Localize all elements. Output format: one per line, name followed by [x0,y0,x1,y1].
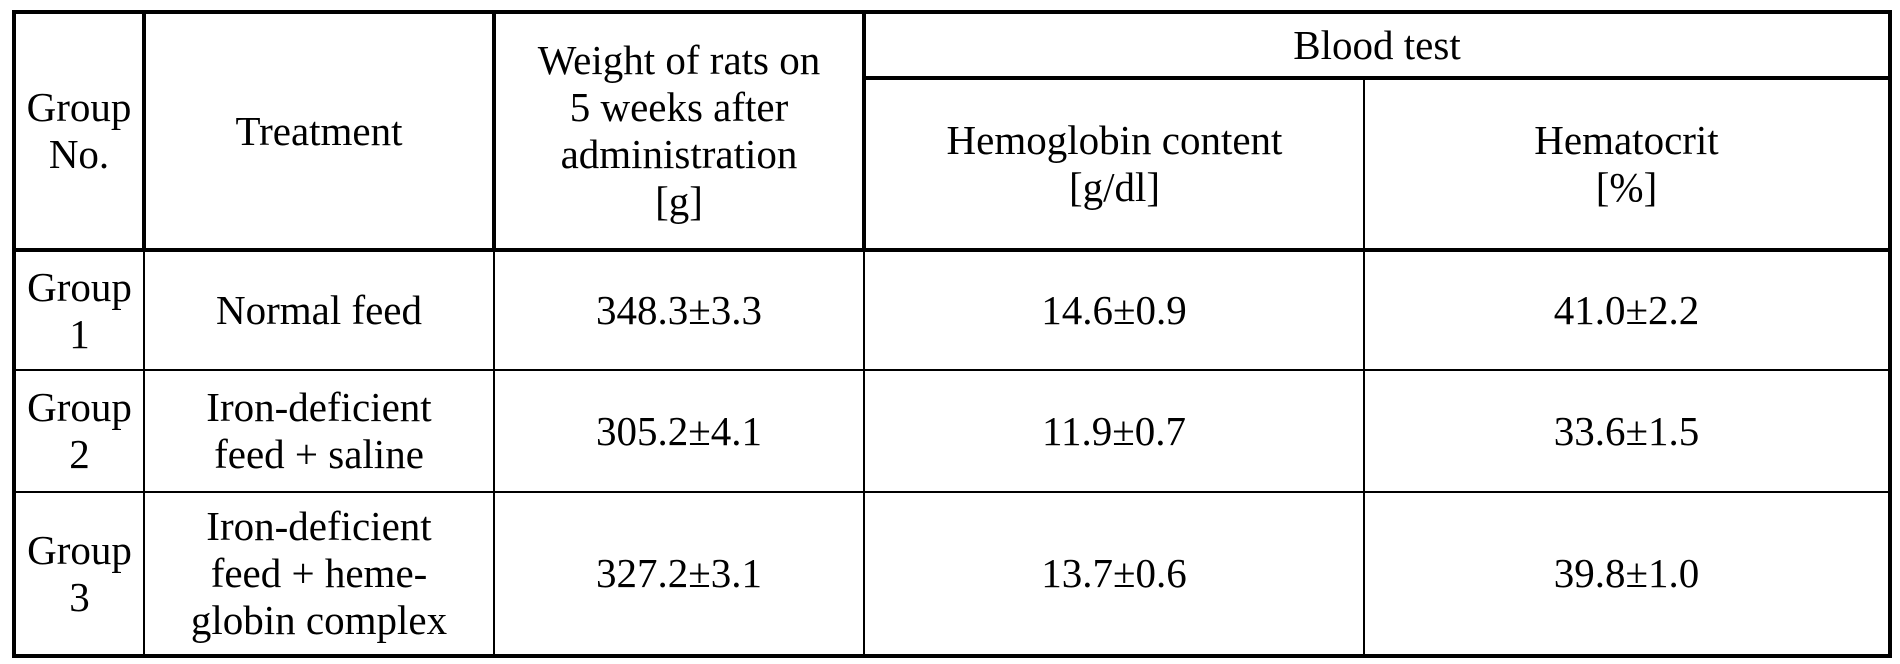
cell-treatment-line-3: globin complex [190,597,448,643]
cell-group-line-2: 1 [69,310,90,357]
header-hemoglobin: Hemoglobin content [g/dl] [863,77,1365,252]
cell-group: Group 1 [12,249,145,371]
cell-weight: 327.2±3.1 [493,491,865,658]
cell-hemoglobin: 14.6±0.9 [863,249,1365,371]
cell-hemoglobin: 11.9±0.7 [863,369,1365,493]
cell-group: Group 3 [12,491,145,658]
header-group-no-line-1: Group [26,84,132,130]
cell-hematocrit: 41.0±2.2 [1363,249,1892,371]
results-table: Group No. Treatment Weight of rats on 5 … [12,10,1892,658]
cell-treatment-line-1: Iron-deficient [206,503,432,549]
header-hemoglobin-line-1: Hemoglobin content [946,117,1283,163]
cell-treatment-line-2: feed + heme- [210,550,428,596]
cell-treatment: Normal feed [143,249,495,371]
table-row: Group 1 Normal feed 348.3±3.3 14.6±0.9 4… [12,249,1892,371]
table-row: Group 3 Iron-deficient feed + heme- glob… [12,491,1892,658]
header-hematocrit-line-2: [%] [1595,164,1658,210]
cell-hemoglobin: 13.7±0.6 [863,491,1365,658]
cell-treatment-line-1: Normal feed [215,287,423,333]
header-weight-line-4: [g] [655,178,703,224]
cell-hematocrit: 39.8±1.0 [1363,491,1892,658]
header-treatment: Treatment [142,10,495,252]
cell-weight: 305.2±4.1 [493,369,865,493]
cell-group-line-1: Group [27,263,132,310]
header-blood-test: Blood test [863,10,1892,80]
table-row: Group 2 Iron-deficient feed + saline 305… [12,369,1892,493]
header-hematocrit-line-1: Hematocrit [1534,117,1719,163]
cell-group: Group 2 [12,369,145,493]
cell-group-line-2: 3 [69,573,90,620]
cell-group-line-1: Group [27,526,132,573]
header-blood-test-text: Blood test [1293,21,1461,68]
header-group-no: Group No. [12,10,145,252]
header-treatment-text: Treatment [235,107,403,154]
cell-treatment-line-1: Iron-deficient [206,384,432,430]
header-weight-line-3: administration [560,131,798,177]
cell-treatment-line-2: feed + saline [214,431,424,477]
header-group-no-line-2: No. [48,131,110,177]
cell-treatment: Iron-deficient feed + heme- globin compl… [143,491,495,658]
header-weight-line-2: 5 weeks after [569,84,789,130]
cell-hematocrit: 33.6±1.5 [1363,369,1892,493]
header-weight: Weight of rats on 5 weeks after administ… [492,10,866,252]
header-weight-line-1: Weight of rats on [537,37,821,83]
cell-weight: 348.3±3.3 [493,249,865,371]
cell-group-line-2: 2 [69,431,90,477]
header-row-top: Group No. Treatment Weight of rats on 5 … [12,10,1892,252]
cell-treatment: Iron-deficient feed + saline [143,369,495,493]
header-hemoglobin-line-2: [g/dl] [1068,164,1161,210]
document-page: Group No. Treatment Weight of rats on 5 … [12,10,1892,658]
cell-group-line-1: Group [27,384,132,430]
header-row-sub: Hemoglobin content [g/dl] Hematocrit [%] [14,77,1892,252]
header-hematocrit: Hematocrit [%] [1363,77,1892,252]
